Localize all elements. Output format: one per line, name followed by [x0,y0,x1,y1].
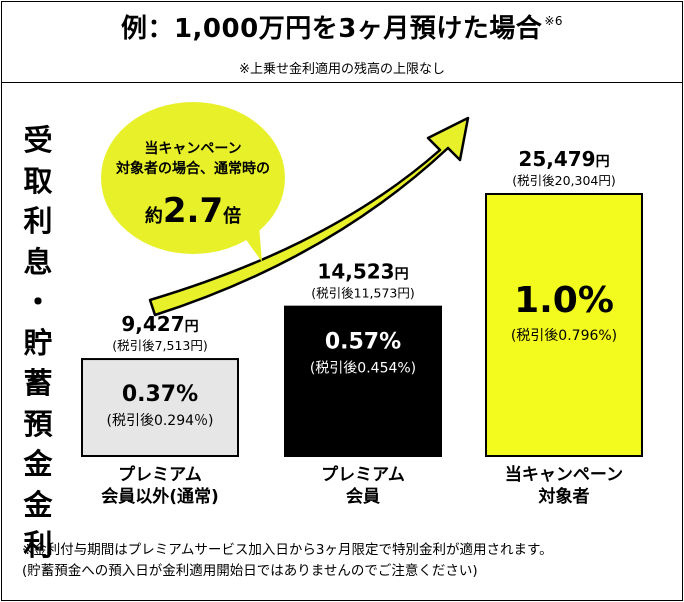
bar-3 [485,193,643,457]
y-axis-label-char: 蓄 [23,366,53,400]
footnote-line1: ※金利付与期間はプレミアムサービス加入日から3ヶ月限定で特別金利が適用されます。 [22,542,553,558]
callout-suffix: 倍 [223,205,241,227]
bars-group: 9,427円(税引後7,513円)0.37%(税引後0.294％)プレミアム会員… [81,147,643,507]
category-label: プレミアム [118,464,202,485]
y-axis-label: 受 取 利 息 ・ 貯 蓄 預 金 金 利 [20,120,56,566]
bar-value-label: 25,479円 [518,147,609,171]
bar-1 [81,358,239,458]
page-subtitle: ※上乗せ金利適用の残高の上限なし [239,62,445,77]
y-axis-label-char: 預 [23,406,53,441]
category-label: 当キャンペーン [505,464,623,485]
category-label: 会員 [346,486,380,507]
callout-multiplier: 約2.7倍 [145,191,241,231]
footnote: ※金利付与期間はプレミアムサービス加入日から3ヶ月限定で特別金利が適用されます。… [22,540,553,582]
bar-2 [284,305,442,457]
bar-rate-after-tax: (税引後0.454%) [310,361,416,377]
category-label: 会員以外(通常) [101,486,219,507]
bar-rate-label: 0.57% [325,330,401,355]
footnote-line2: (貯蓄預金への預入日が金利適用開始日ではありませんのでご注意ください) [22,563,478,579]
callout-line2: 対象者の場合、通常時の [115,160,270,177]
growth-arrow [148,116,470,317]
y-axis-label-char: 利 [23,528,53,562]
title-note-ref: ※6 [544,14,564,28]
page-title: 例：1,000万円を3ヶ月預けた場合 ※6 [0,8,684,45]
category-label: 対象者 [538,486,590,507]
y-axis-label-char: 金 [23,447,53,481]
bar-rate-label: 1.0% [514,280,614,321]
bar-rate-after-tax: (税引後0.796%) [511,328,617,344]
title-text: 例：1,000万円を3ヶ月預けた場合 [120,14,543,44]
callout-number: 2.7 [163,191,223,231]
y-axis-label-char: ・ [23,285,53,319]
y-axis-label-char: 金 [23,487,53,522]
y-axis-label-char: 息 [23,244,53,279]
y-axis-label-char: 取 [23,163,53,198]
callout-prefix: 約 [145,205,163,227]
bar-rate-after-tax: (税引後0.294％) [106,413,213,429]
title-divider [1,82,683,83]
callout-line1: 当キャンペーン [144,140,241,157]
callout-ellipse [101,102,285,254]
y-axis-label-char: 貯 [23,325,53,360]
bar-after-tax-label: (税引後20,304円) [512,173,616,188]
bar-after-tax-label: (税引後7,513円) [112,338,208,353]
bar-after-tax-label: (税引後11,573円) [311,286,415,301]
y-axis-label-char: 利 [23,204,53,238]
bar-value-label: 9,427円 [121,312,198,336]
bar-value-label: 14,523円 [317,260,408,284]
y-axis-label-char: 受 [23,123,53,157]
bar-rate-label: 0.37% [122,382,198,407]
callout-bubble: 当キャンペーン 対象者の場合、通常時の 約2.7倍 [101,102,285,262]
category-label: プレミアム [321,464,405,485]
